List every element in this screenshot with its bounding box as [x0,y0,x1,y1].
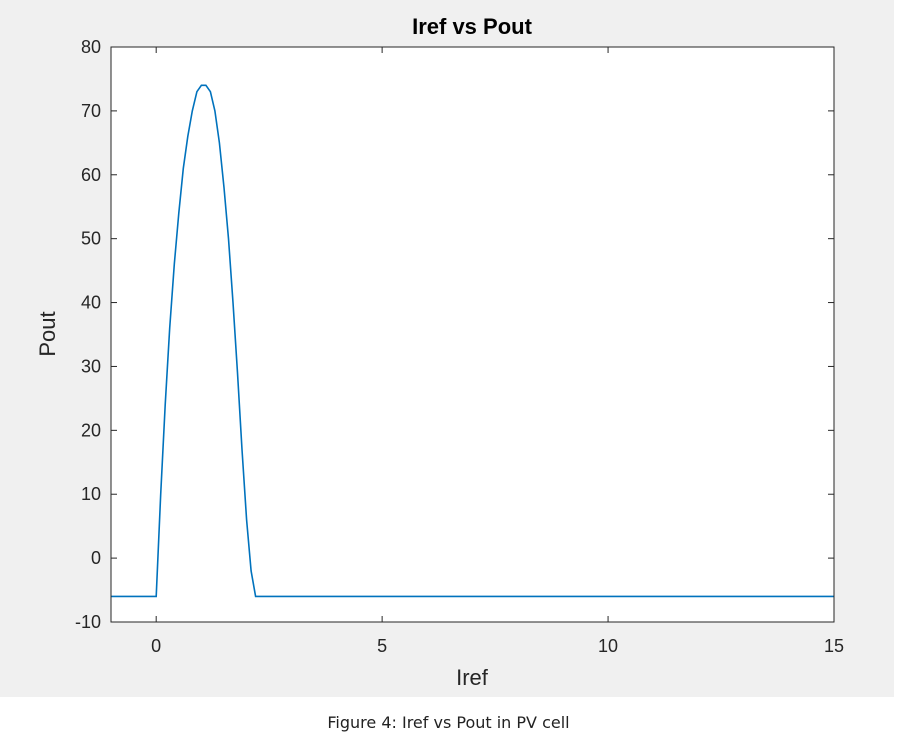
x-axis-label: Iref [456,665,489,690]
y-tick-label: 10 [81,484,101,504]
y-tick-label: 20 [81,420,101,440]
series-line [111,84,834,598]
x-tick-label: 15 [824,636,844,656]
x-tick-label: 10 [598,636,618,656]
y-axis-label: Pout [35,311,60,356]
y-tick-label: 70 [81,101,101,121]
y-tick-label: 50 [81,229,101,249]
plot-area [111,47,834,622]
figure-caption: Figure 4: Iref vs Pout in PV cell [327,713,570,732]
x-tick-label: 5 [377,636,387,656]
y-tick-label: 40 [81,293,101,313]
plot-frame [110,46,835,623]
y-tick-label: 30 [81,356,101,376]
y-tick-label: 80 [81,37,101,57]
y-tick-label: 60 [81,165,101,185]
x-tick-label: 0 [151,636,161,656]
y-tick-label: 0 [91,548,101,568]
y-tick-label: -10 [75,612,101,632]
chart-title: Iref vs Pout [412,14,532,39]
